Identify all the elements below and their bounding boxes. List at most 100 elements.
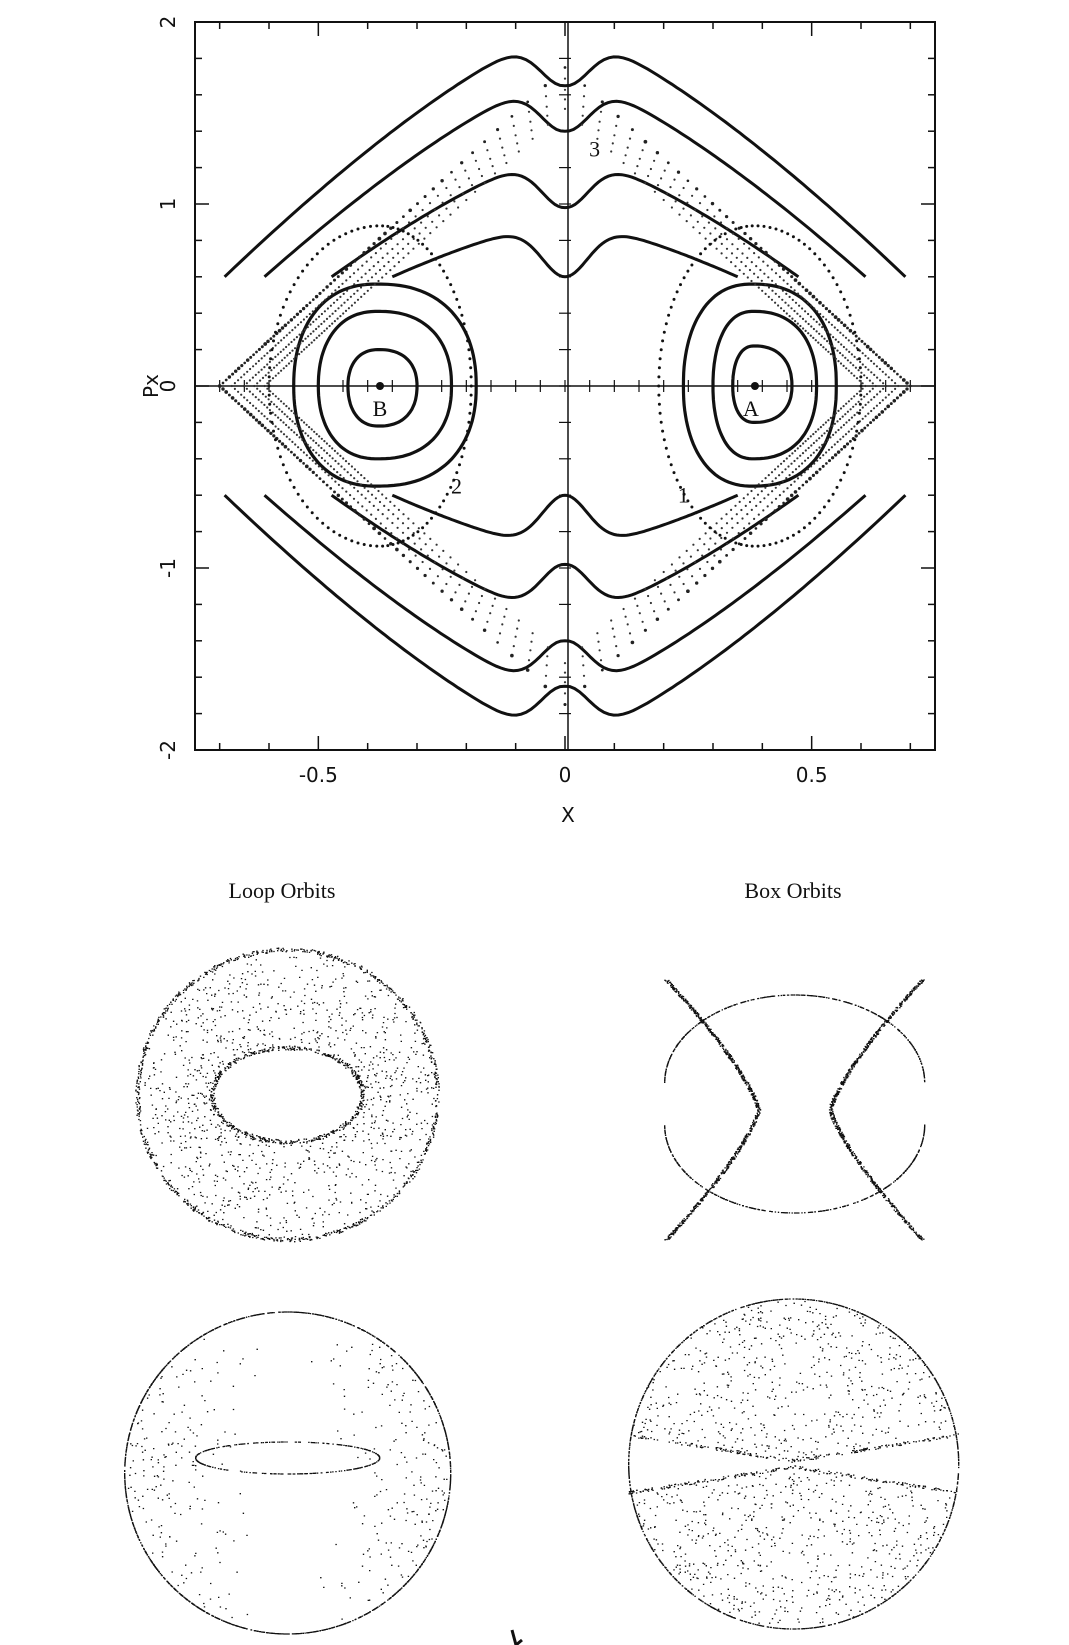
separatrix-point-b (386, 224, 390, 228)
scatter-point (899, 375, 902, 379)
scatter-point (263, 384, 266, 388)
scatter-point (846, 359, 850, 362)
separatrix-point-a (762, 544, 766, 548)
scatter-point (850, 397, 853, 400)
scatter-point (281, 410, 284, 413)
scatter-point (839, 331, 842, 334)
scatter-point (834, 338, 837, 341)
scatter-point (596, 137, 599, 140)
scatter-point (871, 418, 876, 422)
scatter-point (703, 543, 706, 546)
scatter-point (243, 396, 246, 399)
scatter-point (516, 142, 519, 145)
scatter-point (341, 282, 344, 285)
scatter-point (313, 430, 316, 433)
scatter-point (413, 227, 416, 230)
scatter-point (868, 347, 873, 352)
scatter-point (363, 486, 366, 489)
scatter-point (686, 589, 690, 594)
scatter-point (660, 592, 663, 595)
scatter-point (778, 275, 782, 278)
scatter-point (245, 358, 250, 362)
scatter-point (821, 304, 825, 308)
scatter-point (505, 161, 508, 165)
scatter-point (827, 419, 830, 422)
separatrix-point-b (276, 322, 280, 326)
scatter-point (397, 261, 400, 264)
scatter-point (764, 477, 767, 480)
scatter-point (581, 123, 584, 126)
scatter-point (770, 298, 774, 301)
scatter-point (787, 304, 790, 307)
scatter-point (755, 265, 758, 268)
scatter-point (847, 369, 851, 372)
scatter-point (763, 497, 766, 500)
scatter-point (788, 474, 791, 477)
scatter-point (254, 373, 257, 376)
scatter-point (368, 500, 371, 504)
scatter-point (413, 542, 416, 545)
separatrix-point-a (848, 313, 852, 317)
scatter-point (327, 474, 330, 477)
loop-curve-a (731, 344, 794, 424)
scatter-point (236, 366, 241, 371)
separatrix-point-b (274, 330, 277, 334)
scatter-point (764, 283, 767, 286)
scatter-point (290, 409, 293, 412)
scatter-point (782, 501, 785, 505)
scatter-point (233, 382, 236, 385)
separatrix-point-a (739, 543, 743, 546)
scatter-point (512, 645, 515, 648)
separatrix-point-a (858, 402, 862, 406)
box-curve-top (391, 235, 739, 279)
separatrix-point-a (756, 224, 760, 228)
scatter-point (357, 268, 360, 271)
scatter-point (311, 470, 315, 475)
scatter-point (436, 194, 439, 197)
box-curve-top (223, 55, 907, 278)
separatrix-point-a (745, 224, 749, 228)
separatrix-point-b (305, 263, 309, 267)
separatrix-point-a (859, 384, 863, 388)
scatter-point (333, 490, 336, 494)
scatter-point (804, 440, 807, 443)
scatter-point (649, 167, 653, 171)
scatter-point (298, 309, 303, 313)
scatter-point (852, 405, 855, 408)
separatrix-point-b (281, 305, 285, 309)
scatter-point (777, 465, 780, 468)
scatter-point (698, 202, 702, 205)
scatter-point (263, 342, 268, 346)
separatrix-point-a (718, 533, 722, 537)
scatter-point (790, 483, 793, 486)
scatter-point (744, 265, 747, 268)
scatter-point (628, 632, 632, 635)
scatter-point (359, 483, 363, 486)
scatter-point (746, 256, 749, 259)
scatter-point (546, 646, 550, 649)
scatter-point (336, 317, 339, 320)
scatter-point (299, 342, 302, 345)
separatrix-point-b (285, 297, 289, 301)
y-axis-label: Px (139, 374, 163, 398)
scatter-point (774, 301, 777, 304)
scatter-point (259, 390, 262, 393)
scatter-point (318, 477, 322, 480)
scatter-point (725, 256, 728, 259)
scatter-point (396, 243, 399, 246)
scatter-point (435, 543, 438, 546)
separatrix-point-a (657, 384, 661, 388)
separatrix-point-a (835, 485, 839, 489)
scatter-point (785, 477, 788, 480)
scatter-point (248, 379, 251, 382)
scatter-point (901, 378, 906, 382)
separatrix-point-a (682, 492, 686, 496)
separatrix-point-a (739, 226, 743, 229)
scatter-point (845, 402, 848, 405)
scatter-point (656, 184, 660, 187)
scatter-point (563, 681, 567, 684)
scatter-point (794, 468, 798, 471)
separatrix-point-b (301, 499, 305, 503)
scatter-point (814, 430, 817, 433)
scatter-point (441, 568, 444, 571)
